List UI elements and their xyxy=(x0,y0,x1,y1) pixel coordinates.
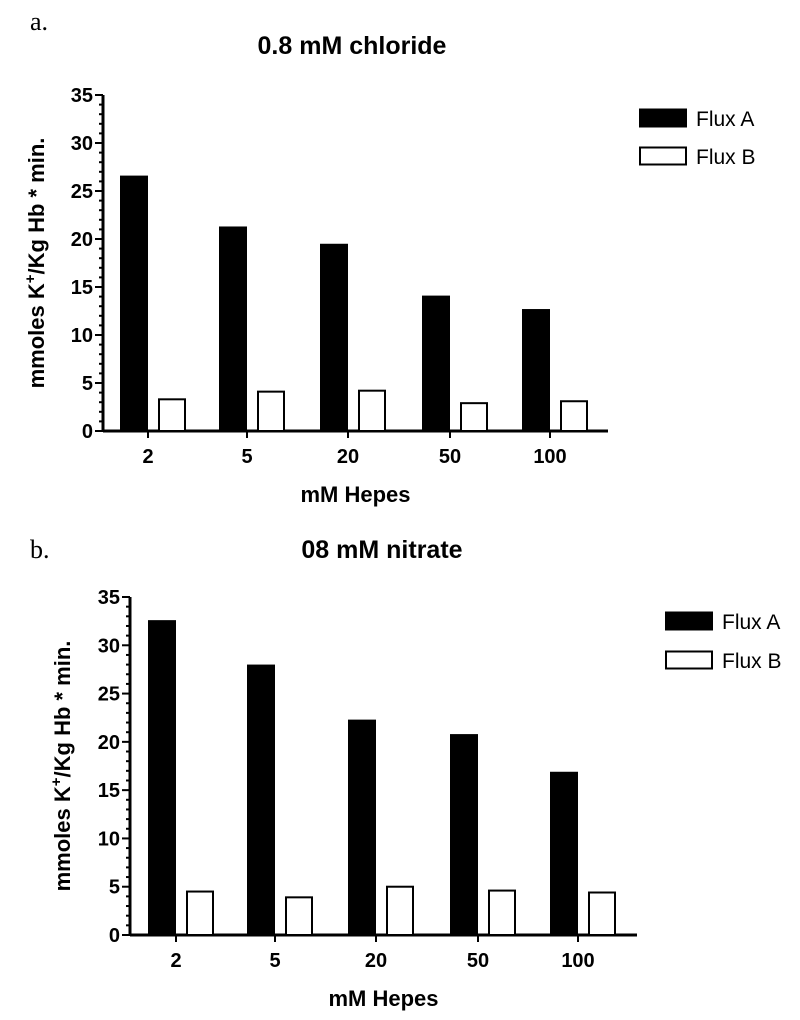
bar-flux-b xyxy=(588,891,616,936)
y-tick-label: 0 xyxy=(82,421,93,443)
bar-flux-a xyxy=(450,734,478,937)
y-axis-title-superscript: + xyxy=(48,777,65,786)
y-tick-label: 30 xyxy=(71,133,93,155)
bar-flux-b xyxy=(257,390,285,433)
y-tick-label: 5 xyxy=(109,877,120,899)
y-axis-title-main: mmoles K xyxy=(24,283,49,388)
y-tick-label: 25 xyxy=(98,684,120,706)
bar-flux-a xyxy=(550,771,578,937)
legend-swatch-flux-a xyxy=(639,108,687,128)
y-tick-label: 20 xyxy=(71,229,93,251)
bar-flux-a xyxy=(422,295,450,432)
bar-flux-a xyxy=(148,620,176,937)
y-tick-label: 30 xyxy=(98,635,120,657)
y-tick-label: 5 xyxy=(82,373,93,395)
bar-flux-b xyxy=(186,890,214,936)
legend-swatch-flux-b xyxy=(639,146,687,166)
chart-title: 08 mM nitrate xyxy=(301,536,462,564)
legend-swatch-flux-b xyxy=(665,650,713,670)
x-tick-label: 50 xyxy=(467,950,489,972)
x-tick-label: 100 xyxy=(561,950,594,972)
y-tick-label: 15 xyxy=(71,277,93,299)
y-axis-title-main: mmoles K xyxy=(50,786,75,891)
y-axis-title: mmoles K+/Kg Hb * min. xyxy=(22,138,49,389)
bar-flux-b xyxy=(560,400,588,432)
legend-label-flux-b: Flux B xyxy=(722,650,782,673)
legend-label-flux-b: Flux B xyxy=(696,146,756,169)
x-tick-label: 5 xyxy=(269,950,280,972)
y-axis-title-rest: /Kg Hb * min. xyxy=(50,641,75,778)
bar-flux-a xyxy=(120,175,148,432)
bar-flux-a xyxy=(320,243,348,432)
legend-label-flux-a: Flux A xyxy=(722,611,780,634)
bar-flux-a xyxy=(247,664,275,937)
y-axis-title: mmoles K+/Kg Hb * min. xyxy=(48,641,75,892)
x-axis-title: mM Hepes xyxy=(300,482,410,507)
chart-title: 0.8 mM chloride xyxy=(258,32,447,60)
x-tick-label: 2 xyxy=(142,446,153,468)
x-tick-label: 5 xyxy=(241,446,252,468)
x-tick-label: 2 xyxy=(170,950,181,972)
y-axis-title-superscript: + xyxy=(22,274,39,283)
bar-flux-b xyxy=(158,398,186,433)
bar-flux-b xyxy=(488,889,516,937)
y-axis-title-rest: /Kg Hb * min. xyxy=(24,138,49,275)
y-tick-label: 15 xyxy=(98,780,120,802)
legend-label-flux-a: Flux A xyxy=(696,108,754,131)
bar-flux-b xyxy=(460,402,488,433)
bar-flux-b xyxy=(386,885,414,937)
legend-swatch-flux-a xyxy=(665,611,713,631)
y-tick-label: 25 xyxy=(71,181,93,203)
x-tick-label: 20 xyxy=(365,950,387,972)
y-tick-label: 35 xyxy=(98,587,120,609)
y-tick-label: 10 xyxy=(98,828,120,850)
x-tick-label: 100 xyxy=(533,446,566,468)
bar-flux-b xyxy=(358,389,386,432)
y-tick-label: 10 xyxy=(71,325,93,347)
y-tick-label: 20 xyxy=(98,732,120,754)
x-tick-label: 50 xyxy=(439,446,461,468)
panel-letter: a. xyxy=(30,7,48,36)
y-tick-label: 0 xyxy=(109,925,120,947)
bar-flux-a xyxy=(219,226,247,432)
bar-flux-a xyxy=(522,309,550,433)
bar-flux-a xyxy=(348,719,376,937)
panel-letter: b. xyxy=(30,535,50,564)
y-tick-label: 35 xyxy=(71,85,93,107)
bar-flux-b xyxy=(285,896,313,937)
x-tick-label: 20 xyxy=(337,446,359,468)
x-axis-title: mM Hepes xyxy=(328,986,438,1011)
